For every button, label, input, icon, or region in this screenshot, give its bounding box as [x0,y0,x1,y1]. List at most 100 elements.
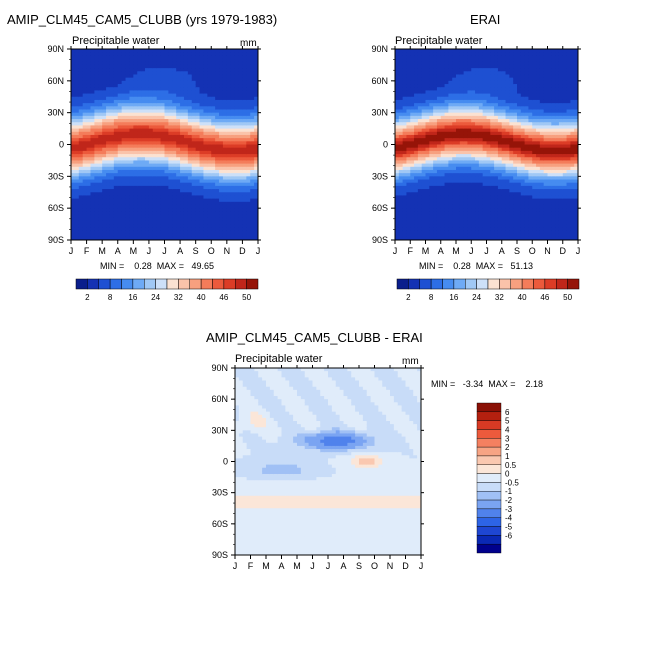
model-cell [125,90,131,95]
model-cell [141,230,146,235]
model-cell [238,179,244,184]
model-cell [176,134,181,139]
model-cell [246,173,251,177]
obs-cell [429,176,434,181]
obs-cell [440,125,446,130]
model-cell [180,55,185,60]
obs-cell [406,64,411,69]
model-cell [183,58,189,63]
obs-cell [490,176,495,181]
obs-cell [429,134,434,139]
obs-cell [417,233,423,238]
model-cell [71,80,76,85]
obs-cell [421,103,427,107]
model-cell [230,125,236,130]
model-cell [82,163,88,168]
model-cell [211,90,216,95]
obs-cell [421,144,427,149]
model-cell [106,138,111,142]
model-cell [121,176,127,181]
model-cell [98,103,103,107]
obs-cell [517,52,522,56]
obs-cell [463,58,469,63]
obs-cell [395,87,400,91]
model-cell [254,185,258,190]
obs-cell [402,195,408,200]
model-cell [98,106,103,111]
obs-cell [398,131,404,136]
model-cell [90,154,95,158]
model-cell [90,49,95,53]
model-cell [133,52,138,56]
model-cell [242,208,247,212]
model-cell [98,131,103,136]
obs-cell [414,128,419,133]
model-cell [152,115,158,120]
model-cell [90,52,95,56]
model-cell [86,99,92,104]
model-cell [183,211,189,216]
model-cell [106,182,111,187]
model-cell [226,201,232,206]
obs-cell [475,87,480,91]
model-cell [250,185,255,190]
model-cell [109,58,115,63]
model-cell [219,208,224,212]
model-cell [156,160,162,165]
model-cell [219,236,224,240]
obs-cell [509,112,514,117]
obs-cell [421,138,427,142]
obs-cell [429,112,434,117]
model-cell [71,185,76,190]
model-cell [125,134,131,139]
obs-cell [436,211,442,216]
model-cell [215,150,220,155]
obs-cell [433,80,438,85]
obs-cell [475,208,480,212]
obs-cell [452,166,457,171]
model-cell [164,211,169,216]
model-cell [199,112,205,117]
obs-cell [517,103,522,107]
obs-cell [406,71,411,76]
model-cell [242,106,247,111]
obs-cell [421,150,427,155]
model-cell [152,147,158,152]
obs-cell [501,52,507,56]
model-cell [156,236,162,240]
obs-cell [471,119,476,123]
model-cell [215,179,220,184]
model-cell [183,217,189,222]
model-cell [180,134,185,139]
model-cell [238,141,244,146]
obs-cell [520,71,526,76]
model-cell [141,112,146,117]
model-cell [195,220,201,225]
model-cell [226,227,232,232]
obs-cell [482,201,488,206]
obs-cell [520,122,526,126]
obs-cell [475,195,480,200]
obs-cell [436,93,442,98]
model-cell [148,49,154,53]
model-cell [74,154,80,158]
model-cell [180,112,185,117]
model-cell [148,77,154,82]
model-cell [141,208,146,212]
model-cell [156,93,162,98]
model-cell [187,58,193,63]
model-cell [222,195,228,200]
model-cell [94,160,99,165]
obs-cell [505,58,510,63]
obs-cell [448,55,453,60]
model-cell [238,49,244,53]
model-cell [215,55,220,60]
model-cell [254,71,258,76]
model-cell [168,163,173,168]
obs-cell [436,208,442,212]
model-cell [109,201,115,206]
model-cell [172,147,177,152]
obs-cell [414,204,419,209]
model-cell [164,227,169,232]
obs-cell [395,214,400,219]
